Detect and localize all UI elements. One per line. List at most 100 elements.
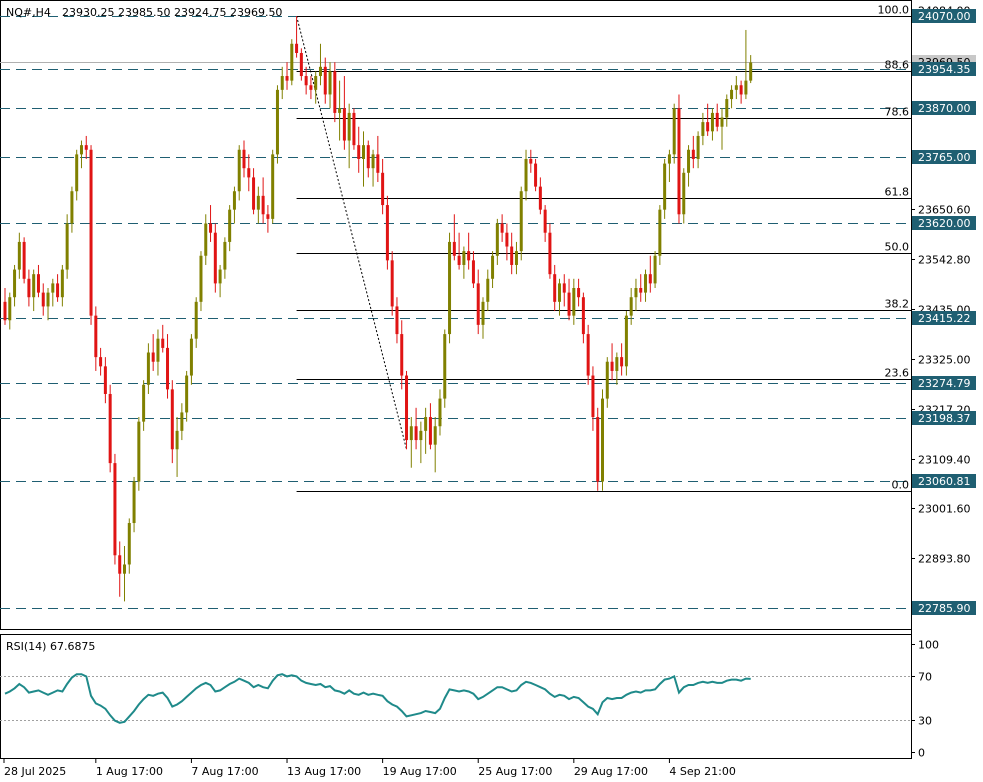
- candle-body-down: [476, 283, 480, 325]
- candle-body-up: [644, 274, 648, 293]
- candle-body-up: [175, 430, 179, 450]
- candle-body-down: [3, 301, 7, 321]
- candle-body-up: [734, 85, 738, 90]
- candle-body-down: [553, 274, 557, 302]
- candle-body-up: [495, 223, 499, 256]
- candle-body-up: [601, 398, 604, 482]
- time-tick-label: 13 Aug 17:00: [287, 765, 361, 778]
- price-tick-label: 23650.60: [918, 204, 971, 217]
- level-price-box: [912, 376, 976, 390]
- candle-body-up: [624, 315, 628, 367]
- time-tick-label: 29 Aug 17:00: [574, 765, 648, 778]
- fib-level-label: 50.0: [885, 241, 910, 254]
- candle-body-down: [333, 71, 337, 113]
- candle-body-up: [256, 195, 260, 210]
- candle-body-up: [146, 352, 150, 385]
- candle-body-down: [352, 112, 356, 146]
- level-price-label: 23060.81: [918, 475, 971, 488]
- fib-level-label: 100.0: [878, 4, 910, 17]
- candle-body-down: [596, 417, 600, 482]
- rsi-tick-label: 70: [918, 671, 932, 684]
- candle-body-up: [720, 117, 724, 127]
- candle-body-up: [443, 334, 447, 399]
- candle-body-up: [672, 108, 676, 155]
- level-price-box: [912, 411, 976, 425]
- candle-body-up: [572, 288, 576, 316]
- candle-body-up: [79, 145, 83, 155]
- candle-body-down: [510, 246, 514, 265]
- candle-body-up: [271, 154, 275, 219]
- level-price-box: [912, 150, 976, 164]
- rsi-tick-label: 30: [918, 715, 932, 728]
- rsi-axis-ticks: 100 70 30 0: [911, 639, 939, 760]
- candle-body-down: [471, 260, 475, 284]
- candle-body-up: [744, 80, 748, 95]
- candle-body-down: [366, 145, 370, 169]
- candle-body-down: [94, 315, 98, 358]
- candle-body-down: [323, 66, 327, 95]
- candle-body-down: [170, 389, 174, 450]
- candle-body-down: [538, 186, 542, 210]
- level-price-label: 22785.90: [918, 602, 971, 615]
- candle-body-up: [318, 66, 322, 77]
- candle-body-down: [457, 255, 461, 265]
- level-price-box: [912, 216, 976, 230]
- candle-body-up: [519, 191, 523, 252]
- level-price-box: [912, 101, 976, 115]
- level-price-box: [912, 601, 976, 615]
- time-tick-label: 7 Aug 17:00: [191, 765, 258, 778]
- candle-body-down: [567, 292, 571, 316]
- main-pane-border: [0, 0, 912, 630]
- candle-body-down: [84, 145, 88, 150]
- candle-body-up: [667, 154, 671, 164]
- candle-body-down: [342, 108, 346, 141]
- level-price-label: 23415.22: [918, 312, 971, 325]
- candle-body-down: [266, 214, 270, 219]
- candle-body-down: [610, 361, 614, 371]
- candle-body-up: [687, 149, 691, 173]
- candle-body-down: [247, 168, 251, 178]
- level-price-box: [912, 474, 976, 488]
- candle-body-down: [56, 283, 60, 298]
- candle-body-up: [65, 223, 69, 270]
- candle-body-down: [715, 112, 719, 127]
- candle-body-down: [309, 85, 313, 90]
- candle-body-up: [142, 384, 146, 422]
- candle-body-down: [242, 149, 246, 169]
- candle-body-down: [452, 241, 456, 256]
- candle-body-down: [529, 158, 533, 164]
- fib-level-label: 88.6: [885, 59, 910, 72]
- candle-body-down: [357, 145, 361, 159]
- price-axis-ticks: 24084.0023650.6023542.8023435.0023325.00…: [911, 5, 971, 566]
- candle-body-down: [252, 177, 256, 210]
- level-price-box: [912, 9, 976, 23]
- candle-body-up: [232, 191, 236, 210]
- candle-body-up: [314, 76, 318, 90]
- rsi-title: RSI(14) 67.6875: [6, 640, 95, 653]
- candle-body-up: [228, 209, 232, 242]
- candle-body-down: [304, 76, 308, 86]
- candle-body-down: [639, 288, 643, 293]
- time-tick-label: 4 Sep 21:00: [669, 765, 735, 778]
- candle-body-down: [400, 334, 404, 376]
- candle-body-up: [701, 122, 705, 136]
- candle-body-up: [60, 269, 64, 298]
- candle-body-up: [218, 269, 222, 284]
- candle-body-down: [648, 274, 652, 284]
- candle-body-down: [505, 232, 509, 247]
- ohlc-readout: 23930.25 23985.50 23924.75 23969.50: [62, 6, 282, 19]
- candle-body-up: [75, 154, 79, 192]
- candle-body-down: [577, 288, 581, 298]
- candle-body-down: [22, 241, 26, 279]
- candle-body-up: [123, 564, 126, 574]
- candle-body-up: [275, 89, 279, 155]
- candle-body-down: [118, 555, 122, 574]
- candle-body-down: [405, 375, 409, 441]
- level-price-label: 23620.00: [918, 217, 971, 230]
- candle-body-up: [424, 417, 428, 431]
- horizontal-levels-layer: [0, 16, 911, 609]
- level-price-labels: 23969.5024070.0023954.3523870.0023765.00…: [912, 9, 976, 615]
- candle-body-down: [36, 274, 40, 293]
- candle-body-down: [261, 195, 265, 215]
- candle-body-up: [51, 283, 55, 293]
